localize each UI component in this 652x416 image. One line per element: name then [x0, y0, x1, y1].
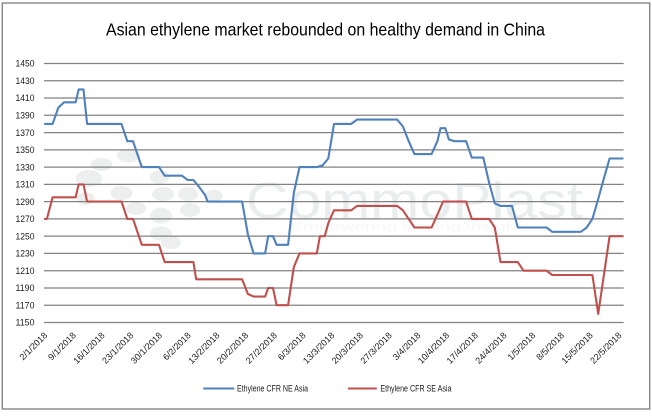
svg-text:1170: 1170 — [16, 300, 35, 310]
svg-text:1370: 1370 — [16, 128, 35, 138]
svg-text:1190: 1190 — [16, 283, 35, 293]
svg-text:Asian ethylene market rebounde: Asian ethylene market rebounded on healt… — [106, 20, 545, 40]
svg-text:1230: 1230 — [16, 249, 35, 259]
svg-text:1410: 1410 — [16, 93, 35, 103]
svg-text:1290: 1290 — [16, 197, 35, 207]
svg-text:1430: 1430 — [16, 76, 35, 86]
svg-text:1350: 1350 — [16, 145, 35, 155]
svg-text:Ethylene CFR SE Asia: Ethylene CFR SE Asia — [380, 384, 451, 394]
svg-text:1150: 1150 — [16, 318, 35, 328]
svg-text:1250: 1250 — [16, 231, 35, 241]
svg-text:1450: 1450 — [16, 59, 35, 69]
svg-text:1330: 1330 — [16, 162, 35, 172]
svg-text:Empowering trading insight: Empowering trading insight — [290, 221, 522, 233]
svg-text:1390: 1390 — [16, 111, 35, 121]
svg-text:1270: 1270 — [16, 214, 35, 224]
svg-text:1310: 1310 — [16, 180, 35, 190]
svg-text:1210: 1210 — [16, 266, 35, 276]
svg-text:Ethylene CFR NE Asia: Ethylene CFR NE Asia — [237, 384, 308, 394]
